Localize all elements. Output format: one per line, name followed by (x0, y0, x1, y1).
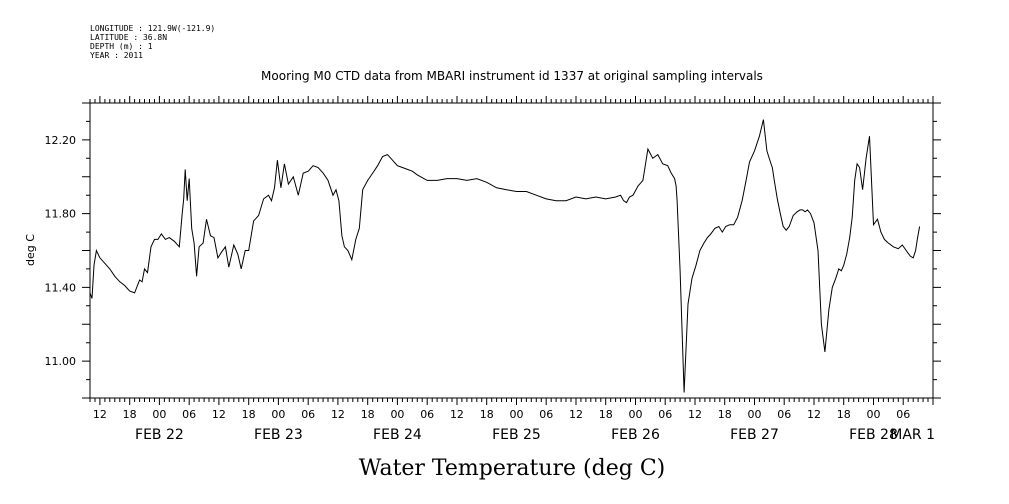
x-date-label: FEB 24 (373, 427, 422, 443)
x-date-label: MAR 1 (890, 427, 935, 443)
x-hour-label: 06 (777, 408, 791, 421)
x-date-label: FEB 23 (254, 427, 303, 443)
x-date-label: FEB 28 (849, 427, 898, 443)
depth-label: DEPTH (m) : 1 (90, 42, 153, 51)
x-hour-label: 06 (658, 408, 672, 421)
x-date-label: FEB 22 (135, 427, 184, 443)
x-hour-label: 12 (569, 408, 583, 421)
chart-title: Mooring M0 CTD data from MBARI instrumen… (261, 69, 763, 83)
year-label: YEAR : 2011 (90, 51, 143, 60)
x-hour-label: 12 (688, 408, 702, 421)
x-hour-label: 18 (480, 408, 494, 421)
x-hour-label: 12 (450, 408, 464, 421)
x-date-label: FEB 25 (492, 427, 541, 443)
x-hour-label: 12 (331, 408, 345, 421)
x-axis-label: Water Temperature (deg C) (359, 456, 666, 481)
x-date-label: FEB 27 (730, 427, 779, 443)
x-hour-label: 18 (361, 408, 375, 421)
y-tick-label: 11.40 (45, 281, 77, 294)
hour-tick-labels: 12 18 00 06 12 18 00 06 12 18 00 06 12 18 00 06 12 18 00 06… (93, 408, 910, 421)
x-hour-label: 06 (539, 408, 553, 421)
tick-marks (82, 96, 941, 405)
x-date-label: FEB 26 (611, 427, 660, 443)
date-tick-labels: FEB 22 FEB 23 FEB 24 FEB 25 FEB 26 FEB 27 FEB … (135, 427, 935, 443)
y-axis-label: deg C (24, 234, 37, 266)
x-hour-label: 12 (93, 408, 107, 421)
station-metadata: LONGITUDE : 121.9W(-121.9) LATITUDE : 36… (90, 24, 215, 60)
x-hour-label: 00 (747, 408, 761, 421)
y-tick-labels: 11.00 11.40 11.80 12.20 (45, 134, 77, 368)
y-tick-label: 12.20 (45, 134, 77, 147)
x-hour-label: 18 (242, 408, 256, 421)
x-hour-label: 18 (599, 408, 613, 421)
x-hour-label: 00 (509, 408, 523, 421)
latitude-label: LATITUDE : 36.8N (90, 33, 167, 42)
y-tick-label: 11.00 (45, 355, 77, 368)
x-hour-label: 06 (182, 408, 196, 421)
axis-ticks (82, 96, 941, 405)
y-tick-label: 11.80 (45, 208, 77, 221)
x-hour-label: 00 (152, 408, 166, 421)
x-hour-label: 00 (390, 408, 404, 421)
x-hour-label: 06 (420, 408, 434, 421)
x-hour-label: 06 (896, 408, 910, 421)
series-line-water-temperature (89, 119, 921, 393)
x-hour-label: 18 (718, 408, 732, 421)
x-hour-label: 18 (123, 408, 137, 421)
x-hour-label: 12 (807, 408, 821, 421)
x-hour-label: 00 (628, 408, 642, 421)
longitude-label: LONGITUDE : 121.9W(-121.9) (90, 24, 215, 33)
x-hour-label: 18 (837, 408, 851, 421)
x-hour-label: 06 (301, 408, 315, 421)
x-hour-label: 12 (212, 408, 226, 421)
x-hour-label: 00 (866, 408, 880, 421)
x-hour-label: 00 (271, 408, 285, 421)
